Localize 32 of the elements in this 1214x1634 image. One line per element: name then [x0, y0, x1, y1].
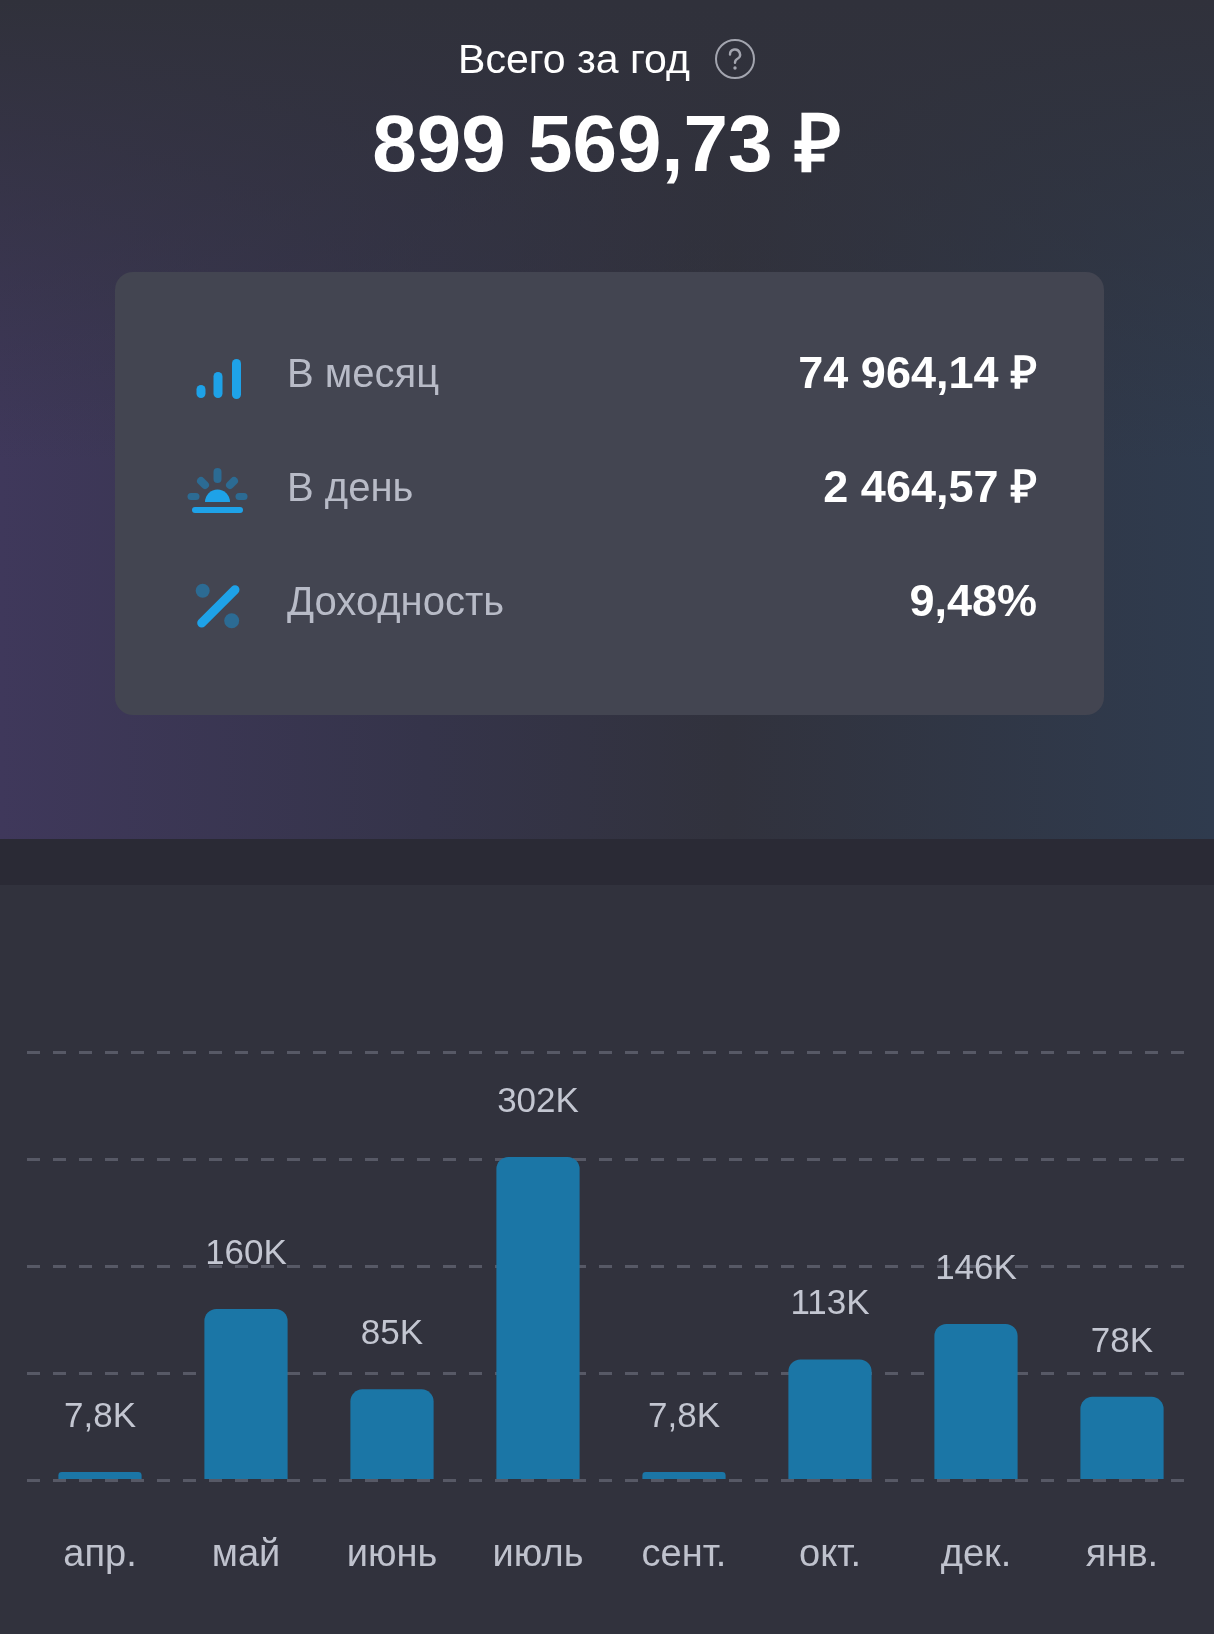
- text: 2 464,57 ₽: [823, 461, 1037, 512]
- bar: [1080, 1396, 1164, 1479]
- x-tick-label: май: [211, 1531, 281, 1574]
- data-label: 7,8K: [64, 1394, 136, 1434]
- data-label: 78K: [1090, 1319, 1154, 1359]
- x-tick-label: дек.: [940, 1531, 1012, 1574]
- text: 74 964,14 ₽: [798, 347, 1037, 398]
- bar: [788, 1359, 872, 1479]
- text: 899 569,73 ₽: [371, 98, 843, 190]
- x-tick-label: июнь: [346, 1531, 438, 1574]
- text: В месяц: [287, 350, 440, 397]
- text: 9,48%: [909, 575, 1037, 626]
- text: Доходность: [287, 578, 505, 625]
- data-label: 7,8K: [648, 1394, 720, 1434]
- data-label: 146K: [935, 1246, 1017, 1286]
- text: В день: [287, 464, 414, 511]
- data-label: 113K: [790, 1282, 870, 1322]
- bar: [58, 1472, 142, 1479]
- bar: [496, 1156, 580, 1479]
- bar: [204, 1309, 288, 1479]
- x-tick-label: апр.: [63, 1531, 137, 1574]
- x-tick-label: сент.: [641, 1531, 727, 1574]
- x-tick-label: июль: [492, 1531, 584, 1574]
- bar: [642, 1472, 726, 1479]
- data-label: 302K: [497, 1079, 579, 1119]
- x-tick-label: янв.: [1085, 1531, 1159, 1574]
- x-tick-label: окт.: [799, 1531, 861, 1574]
- data-label: 160K: [205, 1231, 287, 1271]
- text: Всего за год: [458, 35, 690, 84]
- bar: [934, 1324, 1018, 1479]
- data-label: 85K: [360, 1312, 424, 1352]
- bar: [350, 1389, 434, 1479]
